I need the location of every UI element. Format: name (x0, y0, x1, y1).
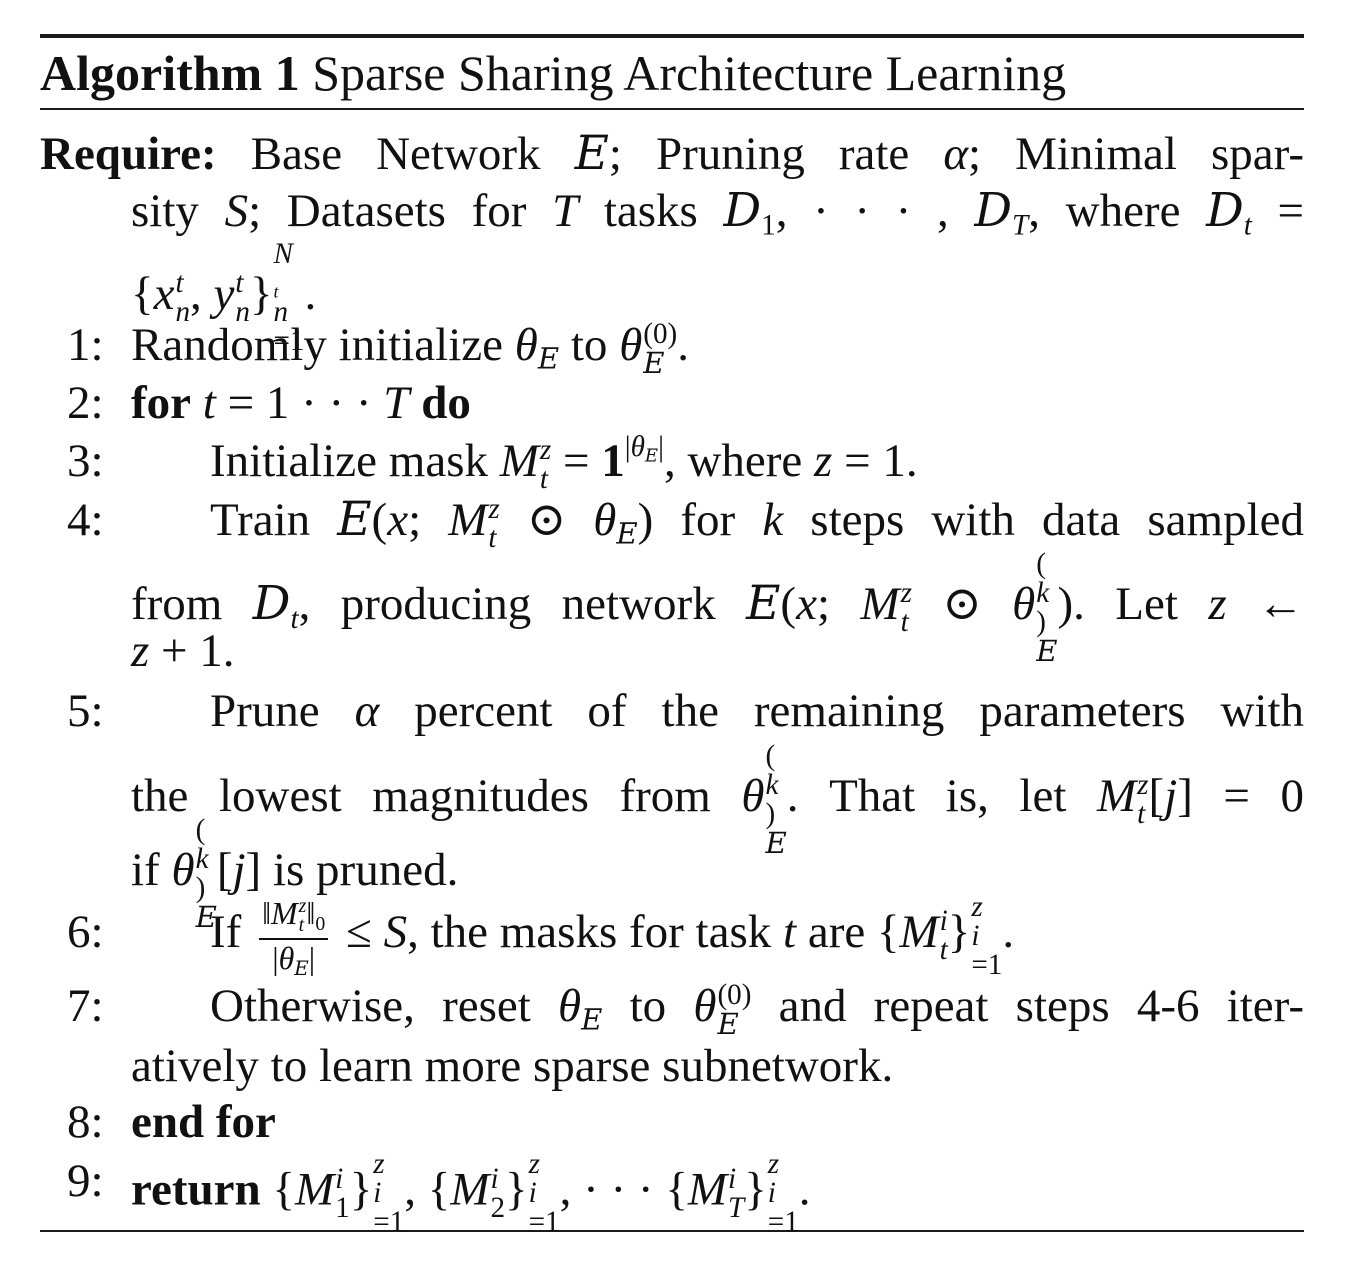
step-text: are (807, 906, 866, 958)
bottom-rule (40, 1230, 1304, 1232)
step-5-line-3: if θ(k) E [j] is pruned. (131, 814, 459, 935)
caption-title: Sparse Sharing Architecture Learning (312, 45, 1067, 101)
step-4-line-3: z + 1. (131, 625, 235, 677)
sparsity-fraction: ‖M z t ‖0 |θE| (259, 896, 329, 979)
caption-label: Algorithm 1 (40, 45, 300, 101)
step-text: to (629, 980, 667, 1032)
step-text: , the masks for task (407, 906, 772, 958)
algorithm-caption: Algorithm 1 Sparse Sharing Architecture … (40, 38, 1304, 108)
step-text: for (680, 494, 736, 546)
step-number: 9: (67, 1155, 104, 1207)
step-number: 8: (67, 1096, 104, 1148)
keyword-end-for: end for (131, 1096, 276, 1148)
step-number: 1: (67, 319, 104, 371)
step-text: . Let (1073, 578, 1178, 631)
algorithm-box: Algorithm 1 Sparse Sharing Architecture … (40, 34, 1305, 1239)
step-text: , where (663, 435, 803, 487)
step-text: If (210, 906, 242, 958)
require-text: Base Network (250, 128, 541, 180)
step-number: 4: (67, 494, 104, 546)
require-text: sity (131, 185, 199, 237)
step-text: Randomly initialize (131, 319, 504, 371)
step-text: if (131, 844, 160, 897)
step-text: steps with data sampled (810, 494, 1305, 546)
require-line-1: Require: Base Network E; Pruning rate α;… (40, 126, 1304, 181)
step-number: 7: (67, 980, 104, 1032)
step-5-line-2: the lowest magnitudes from θ(k) E. That i… (131, 740, 1304, 861)
require-text: , where (1028, 185, 1181, 237)
keyword-do: do (421, 377, 471, 429)
require-text: tasks (603, 185, 698, 237)
step-text: atively to learn more sparse subnetwork. (131, 1040, 894, 1092)
step-text: Initialize mask (210, 435, 488, 487)
step-number: 5: (67, 685, 104, 737)
step-text: percent of the remaining parameters with (414, 685, 1305, 737)
step-number: 2: (67, 377, 104, 429)
require-text: ; Datasets for (248, 185, 527, 237)
require-text: ; Pruning rate (608, 128, 910, 180)
step-9: 9: return {M i 1} z i =1, {M i 2} z i =1, · · · {M i… (67, 1148, 811, 1239)
require-label: Require: (40, 128, 217, 180)
step-7-line-2: atively to learn more sparse subnetwork. (40, 1038, 1304, 1094)
step-number: 6: (67, 906, 104, 958)
step-text: the lowest magnitudes from (131, 770, 711, 823)
caption-rule (40, 108, 1304, 110)
step-7-line-1: 7: Otherwise, reset θE to θ (0) E and repea… (40, 974, 1305, 1039)
step-number: 3: (67, 435, 104, 487)
step-5-line-1: 5: Prune α percent of the remaining param… (40, 680, 1304, 742)
keyword-return: return (131, 1163, 261, 1216)
require-text: ; Minimal spar- (967, 128, 1304, 180)
step-text: Prune (210, 685, 320, 737)
step-1: 1: Randomly initialize θE to θ (0) E. (40, 316, 1304, 378)
step-8: 8: end for (40, 1094, 1304, 1150)
step-text: Train (210, 494, 311, 546)
step-text: Otherwise, reset (210, 980, 531, 1032)
step-text: and repeat steps 4-6 iter- (778, 980, 1305, 1032)
require-line-2: sity S; Datasets for T tasks D1, · · · ,… (131, 183, 1305, 242)
keyword-for: for (131, 377, 192, 429)
step-text: is pruned. (272, 844, 459, 897)
step-text: from (131, 578, 223, 631)
step-text: to (570, 319, 608, 371)
step-6: 6: If ‖M z t ‖0 |θE| ≤ S, the masks for task … (67, 890, 1015, 981)
step-text: , producing network (298, 578, 716, 631)
top-rule (40, 34, 1304, 38)
step-2: 2: for t = 1 · · · T do (40, 374, 1304, 432)
step-text: . That is, let (786, 770, 1067, 823)
